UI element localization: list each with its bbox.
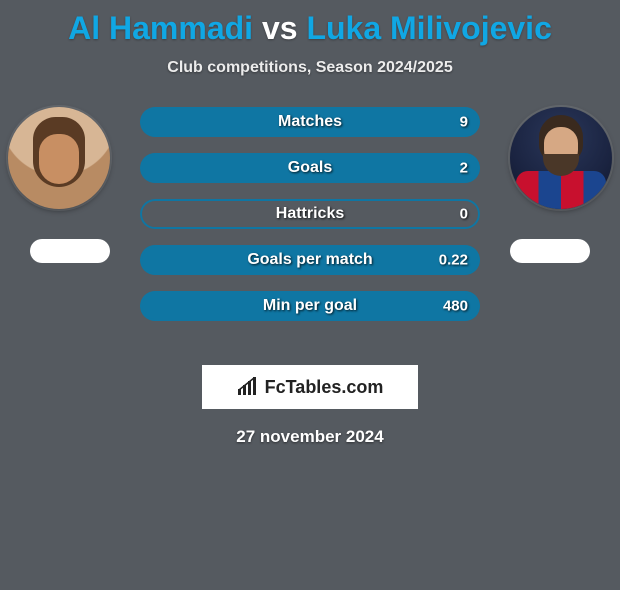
subtitle: Club competitions, Season 2024/2025 — [0, 59, 620, 77]
player2-club-pill — [510, 239, 590, 263]
player1-club-pill — [30, 239, 110, 263]
brand-text: FcTables.com — [265, 377, 384, 398]
stat-value-right: 9 — [460, 114, 468, 131]
stat-row-goals: Goals 2 — [140, 153, 480, 183]
chart-icon — [237, 377, 259, 397]
stat-bars: Matches 9 Goals 2 Hattricks 0 Goals per … — [140, 107, 480, 337]
stat-label: Matches — [278, 113, 342, 131]
stat-label: Min per goal — [263, 297, 357, 315]
stat-row-gpm: Goals per match 0.22 — [140, 245, 480, 275]
player2-avatar — [510, 107, 612, 209]
stat-value-right: 0.22 — [439, 252, 468, 269]
page-title: Al Hammadi vs Luka Milivojevic — [0, 10, 620, 47]
stat-row-matches: Matches 9 — [140, 107, 480, 137]
stat-row-hattricks: Hattricks 0 — [140, 199, 480, 229]
title-vs: vs — [262, 10, 298, 46]
stat-label: Hattricks — [276, 205, 344, 223]
stat-label: Goals — [288, 159, 332, 177]
footer-date: 27 november 2024 — [0, 427, 620, 447]
brand-box: FcTables.com — [202, 365, 418, 409]
player1-avatar — [8, 107, 110, 209]
title-player1: Al Hammadi — [68, 10, 253, 46]
stat-value-right: 480 — [443, 298, 468, 315]
title-player2: Luka Milivojevic — [306, 10, 551, 46]
stat-row-mpg: Min per goal 480 — [140, 291, 480, 321]
stat-value-right: 2 — [460, 160, 468, 177]
stat-value-right: 0 — [460, 206, 468, 223]
stat-label: Goals per match — [247, 251, 372, 269]
